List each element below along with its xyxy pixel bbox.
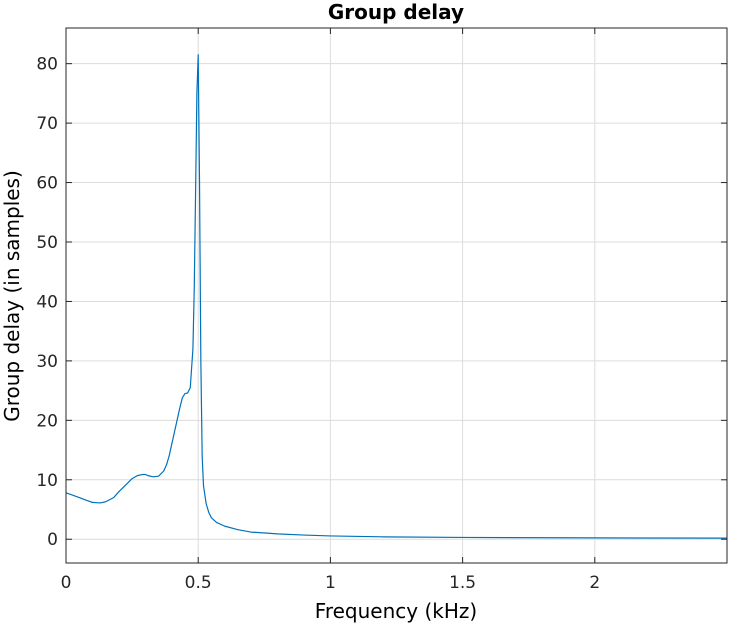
y-tick-label: 80 [36, 55, 58, 75]
y-tick-label: 40 [36, 292, 58, 312]
y-tick-label: 0 [47, 530, 58, 550]
chart-title: Group delay [328, 0, 464, 24]
y-tick-label: 60 [36, 174, 58, 194]
y-tick-label: 20 [36, 411, 58, 431]
x-tick-label: 1 [325, 573, 336, 593]
x-tick-label: 2 [589, 573, 600, 593]
y-tick-label: 10 [36, 471, 58, 491]
x-tick-label: 1.5 [449, 573, 476, 593]
x-tick-label: 0.5 [185, 573, 212, 593]
plot-background [66, 28, 727, 563]
y-tick-label: 70 [36, 114, 58, 134]
y-tick-label: 50 [36, 233, 58, 253]
plot-frame [65, 27, 728, 564]
y-tick-label: 30 [36, 352, 58, 372]
x-tick-label: 0 [61, 573, 72, 593]
group-delay-line [65, 54, 728, 539]
x-axis-label: Frequency (kHz) [315, 599, 477, 623]
grid-layer [65, 28, 727, 563]
y-axis-label: Group delay (in samples) [0, 170, 24, 422]
